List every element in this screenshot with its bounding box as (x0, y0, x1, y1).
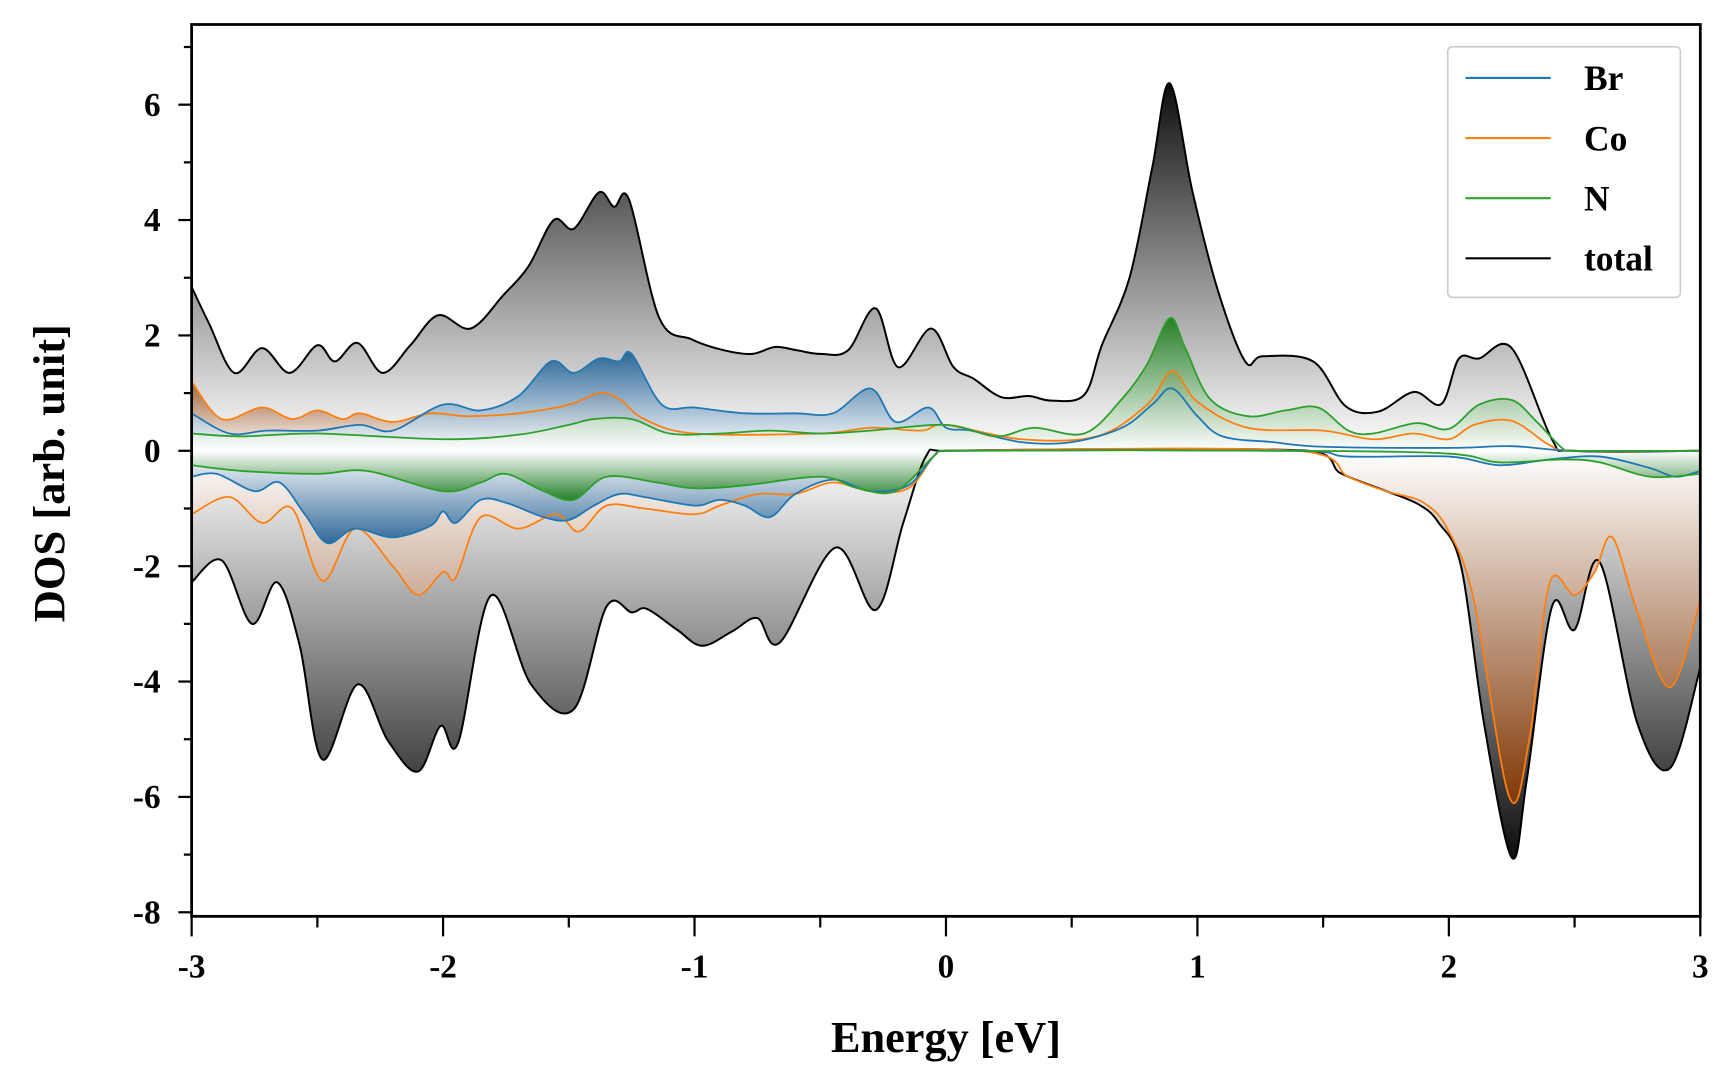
legend-label: total (1584, 238, 1653, 278)
n-down-line (191, 449, 1701, 502)
co-up-line (191, 370, 1701, 453)
y-tick-label: 4 (144, 202, 161, 239)
br-up-line (191, 351, 1701, 453)
y-tick-label: 2 (144, 317, 161, 354)
x-tick-label: -1 (681, 948, 709, 985)
y-tick-label: 6 (144, 87, 161, 124)
total-up-fill (191, 83, 1701, 452)
y-axis: -8 -6 -4 -2 0 2 4 6 (133, 45, 192, 931)
y-tick-label: -6 (133, 779, 161, 816)
total-down-fill (191, 448, 1701, 859)
x-axis: -3 -2 -1 0 1 2 3 (178, 916, 1709, 986)
legend-item-co: Co (1465, 118, 1627, 158)
n-up-line (191, 317, 1701, 452)
x-tick-label: 3 (1692, 948, 1709, 985)
legend-item-total: total (1465, 238, 1653, 279)
x-tick-label: -2 (429, 948, 457, 985)
series-lines (191, 82, 1701, 860)
legend-label: N (1584, 178, 1610, 218)
legend-label: Co (1584, 118, 1627, 158)
y-axis-label: DOS [arb. unit] (24, 324, 74, 622)
legend-item-br: Br (1465, 58, 1623, 98)
n-up-fill (191, 317, 1701, 452)
y-tick-label: -4 (133, 664, 161, 701)
br-down-line (191, 449, 1701, 545)
x-tick-label: 2 (1441, 948, 1458, 985)
x-tick-label: 1 (1189, 948, 1206, 985)
x-tick-label: 0 (938, 948, 955, 985)
y-tick-label: 0 (144, 433, 161, 470)
x-tick-label: -3 (178, 948, 206, 985)
y-tick-label: -8 (133, 894, 161, 931)
x-axis-label: Energy [eV] (831, 1012, 1061, 1062)
y-tick-label: -2 (133, 548, 161, 585)
n-down-fill (191, 450, 1701, 501)
total-down-line (191, 447, 1701, 860)
legend-item-n: N (1465, 178, 1610, 218)
total-up-line (191, 82, 1701, 453)
legend-box (1446, 45, 1682, 299)
legend-label: Br (1584, 58, 1623, 98)
